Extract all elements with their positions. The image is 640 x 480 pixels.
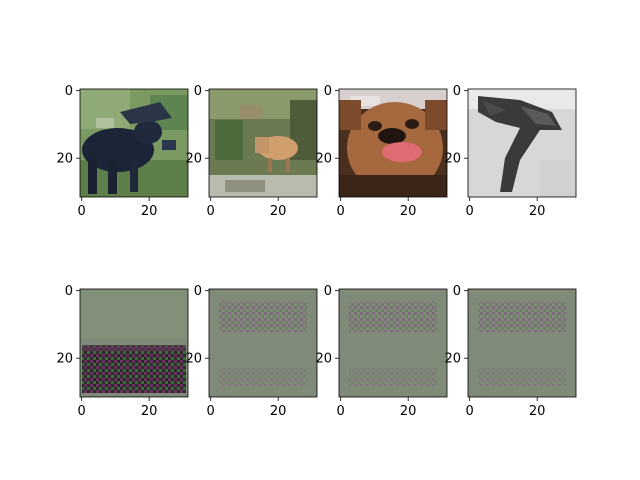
y-tick-label: 0 — [324, 84, 332, 99]
axes-layer: 0 20 0 20 0 20 0 20 0 20 0 20 0 20 0 20 0 20 0 20 0 20 0 20 0 20 0… — [56, 84, 545, 419]
y-tick-label: 20 — [185, 352, 202, 367]
x-tick-label: 0 — [466, 404, 474, 419]
panel-dog — [338, 88, 448, 198]
x-tick-label: 20 — [270, 404, 287, 419]
x-tick-label: 0 — [337, 404, 345, 419]
panel-reconstruction-2-image — [209, 289, 317, 397]
panel-reconstruction-1-image — [80, 289, 188, 397]
panel-moose — [79, 88, 189, 198]
y-tick-label: 0 — [453, 284, 461, 299]
x-tick-label: 0 — [78, 404, 86, 419]
panel-dog-image — [339, 89, 447, 197]
panel-reconstruction-4-image — [468, 289, 576, 397]
y-tick-label: 20 — [315, 352, 332, 367]
x-tick-label: 20 — [141, 404, 158, 419]
x-tick-label: 0 — [466, 204, 474, 219]
x-tick-label: 20 — [529, 204, 546, 219]
y-tick-label: 0 — [65, 84, 73, 99]
x-tick-label: 0 — [78, 204, 86, 219]
y-tick-label: 0 — [453, 84, 461, 99]
y-tick-label: 20 — [315, 152, 332, 167]
y-tick-label: 20 — [56, 352, 73, 367]
y-tick-label: 0 — [324, 284, 332, 299]
x-tick-label: 20 — [141, 204, 158, 219]
panel-reconstruction-3-image — [339, 289, 447, 397]
y-tick-label: 20 — [185, 152, 202, 167]
y-tick-label: 0 — [65, 284, 73, 299]
panel-reconstruction-1 — [79, 288, 189, 398]
y-tick-label: 0 — [194, 84, 202, 99]
y-tick-label: 20 — [56, 152, 73, 167]
panel-reconstruction-3 — [338, 288, 448, 398]
panel-deer-image — [209, 89, 317, 197]
panel-deer — [208, 88, 318, 198]
panel-reconstruction-2 — [208, 288, 318, 398]
x-tick-label: 0 — [207, 204, 215, 219]
x-tick-label: 20 — [400, 404, 417, 419]
x-tick-label: 20 — [529, 404, 546, 419]
x-tick-label: 0 — [207, 404, 215, 419]
x-tick-label: 0 — [337, 204, 345, 219]
y-tick-label: 20 — [444, 152, 461, 167]
x-tick-label: 20 — [400, 204, 417, 219]
y-tick-label: 20 — [444, 352, 461, 367]
y-tick-label: 0 — [194, 284, 202, 299]
panel-bird-image — [468, 89, 576, 197]
panel-bird — [467, 88, 577, 198]
x-tick-label: 20 — [270, 204, 287, 219]
panel-reconstruction-4 — [467, 288, 577, 398]
panel-moose-image — [80, 89, 188, 197]
